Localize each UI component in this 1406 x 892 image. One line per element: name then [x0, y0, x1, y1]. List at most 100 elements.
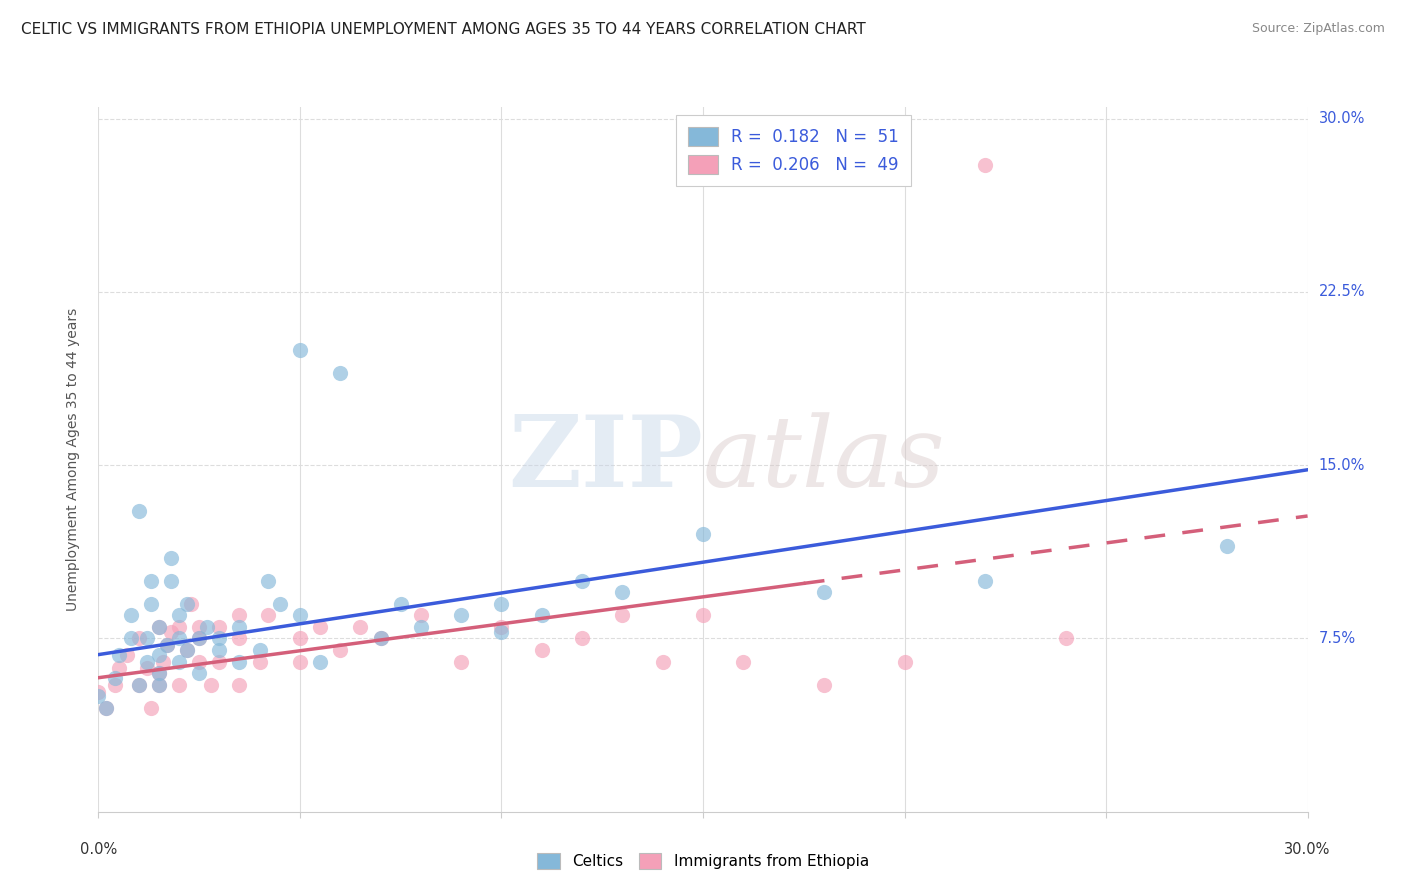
Point: [148, 620, 170, 634]
Point: [370, 632, 392, 646]
Point: [115, 648, 138, 662]
Point: [167, 608, 190, 623]
Point: [491, 620, 513, 634]
Point: [692, 527, 714, 541]
Point: [107, 648, 129, 662]
Point: [188, 620, 211, 634]
Point: [188, 655, 211, 669]
Point: [692, 608, 714, 623]
Point: [450, 655, 472, 669]
Point: [167, 678, 190, 692]
Point: [208, 655, 231, 669]
Point: [349, 620, 371, 634]
Point: [228, 655, 250, 669]
Text: CELTIC VS IMMIGRANTS FROM ETHIOPIA UNEMPLOYMENT AMONG AGES 35 TO 44 YEARS CORREL: CELTIC VS IMMIGRANTS FROM ETHIOPIA UNEMP…: [21, 22, 866, 37]
Point: [167, 655, 190, 669]
Point: [208, 632, 231, 646]
Point: [135, 632, 157, 646]
Point: [651, 655, 673, 669]
Point: [128, 678, 150, 692]
Point: [148, 666, 170, 681]
Point: [530, 608, 553, 623]
Point: [409, 608, 432, 623]
Point: [612, 608, 634, 623]
Point: [128, 678, 150, 692]
Point: [152, 655, 174, 669]
Point: [288, 343, 311, 357]
Point: [139, 700, 162, 714]
Point: [148, 666, 170, 681]
Point: [228, 678, 250, 692]
Text: 30.0%: 30.0%: [1285, 842, 1330, 857]
Point: [139, 574, 162, 588]
Point: [813, 585, 835, 599]
Text: Source: ZipAtlas.com: Source: ZipAtlas.com: [1251, 22, 1385, 36]
Point: [160, 550, 183, 565]
Legend: R =  0.182   N =  51, R =  0.206   N =  49: R = 0.182 N = 51, R = 0.206 N = 49: [676, 115, 911, 186]
Point: [228, 608, 250, 623]
Point: [195, 620, 218, 634]
Point: [156, 639, 179, 653]
Point: [107, 661, 129, 675]
Point: [148, 678, 170, 692]
Point: [249, 655, 271, 669]
Point: [200, 678, 222, 692]
Point: [288, 608, 311, 623]
Point: [612, 585, 634, 599]
Point: [160, 574, 183, 588]
Point: [256, 574, 278, 588]
Point: [1054, 632, 1077, 646]
Point: [450, 608, 472, 623]
Text: 30.0%: 30.0%: [1319, 112, 1365, 126]
Point: [128, 504, 150, 518]
Point: [96, 700, 118, 714]
Point: [176, 597, 198, 611]
Point: [103, 678, 125, 692]
Point: [974, 574, 997, 588]
Point: [135, 661, 157, 675]
Point: [733, 655, 755, 669]
Point: [530, 643, 553, 657]
Point: [208, 643, 231, 657]
Point: [974, 158, 997, 172]
Point: [309, 655, 332, 669]
Point: [188, 632, 211, 646]
Point: [188, 632, 211, 646]
Point: [87, 684, 110, 698]
Point: [139, 597, 162, 611]
Point: [288, 655, 311, 669]
Text: ZIP: ZIP: [508, 411, 703, 508]
Text: 7.5%: 7.5%: [1319, 631, 1355, 646]
Point: [148, 678, 170, 692]
Point: [188, 666, 211, 681]
Point: [309, 620, 332, 634]
Point: [167, 632, 190, 646]
Point: [893, 655, 915, 669]
Y-axis label: Unemployment Among Ages 35 to 44 years: Unemployment Among Ages 35 to 44 years: [66, 308, 80, 611]
Point: [269, 597, 291, 611]
Point: [389, 597, 412, 611]
Point: [176, 643, 198, 657]
Point: [135, 655, 157, 669]
Point: [288, 632, 311, 646]
Point: [370, 632, 392, 646]
Point: [103, 671, 125, 685]
Point: [96, 700, 118, 714]
Point: [256, 608, 278, 623]
Point: [180, 597, 202, 611]
Point: [87, 689, 110, 703]
Point: [120, 632, 142, 646]
Point: [571, 632, 593, 646]
Text: atlas: atlas: [703, 412, 946, 507]
Point: [228, 632, 250, 646]
Point: [176, 643, 198, 657]
Point: [329, 366, 352, 380]
Point: [813, 678, 835, 692]
Point: [329, 643, 352, 657]
Point: [409, 620, 432, 634]
Point: [491, 624, 513, 639]
Legend: Celtics, Immigrants from Ethiopia: Celtics, Immigrants from Ethiopia: [531, 847, 875, 875]
Point: [160, 624, 183, 639]
Point: [167, 620, 190, 634]
Point: [128, 632, 150, 646]
